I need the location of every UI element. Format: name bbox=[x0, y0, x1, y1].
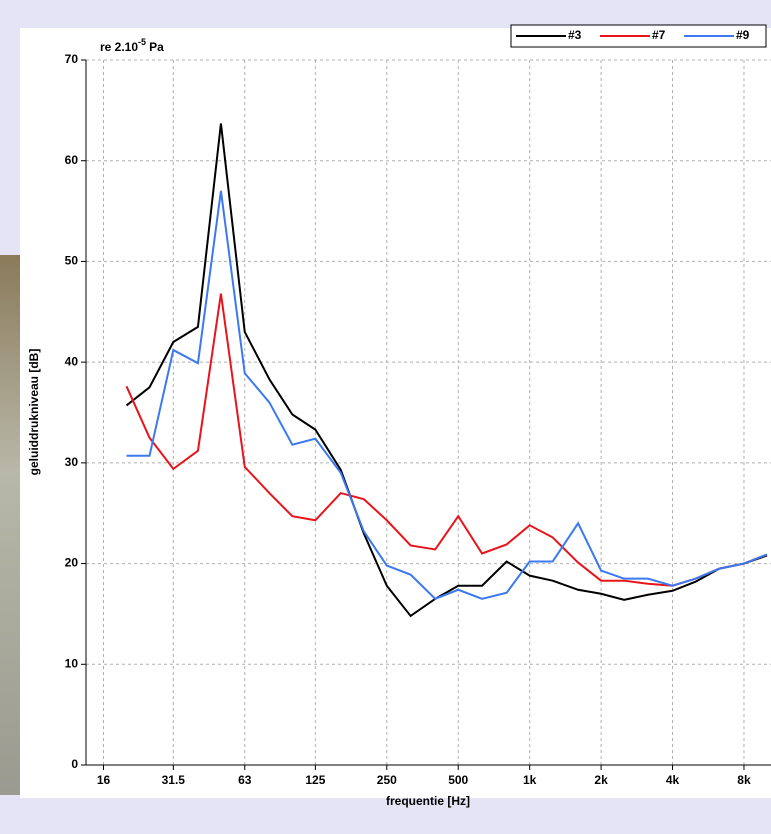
legend-label: #3 bbox=[568, 28, 582, 42]
x-tick-label: 1k bbox=[523, 773, 537, 787]
x-tick-label: 2k bbox=[594, 773, 608, 787]
series-line bbox=[125, 293, 768, 587]
x-tick-label: 500 bbox=[448, 773, 468, 787]
x-axis-label: frequentie [Hz] bbox=[386, 794, 470, 808]
reference-label: re 2.10-5 Pa bbox=[100, 37, 164, 54]
y-tick-label: 60 bbox=[65, 153, 79, 167]
y-tick-label: 20 bbox=[65, 556, 79, 570]
x-tick-label: 63 bbox=[238, 773, 252, 787]
background-photo bbox=[0, 255, 22, 795]
series-line bbox=[126, 190, 768, 600]
x-tick-label: 8k bbox=[737, 773, 751, 787]
x-tick-label: 16 bbox=[97, 773, 111, 787]
legend-label: #7 bbox=[652, 28, 666, 42]
x-tick-label: 125 bbox=[305, 773, 325, 787]
y-tick-label: 30 bbox=[65, 455, 79, 469]
y-tick-label: 0 bbox=[71, 757, 78, 771]
chart-panel bbox=[20, 28, 771, 798]
series-line bbox=[125, 123, 768, 618]
legend-label: #9 bbox=[736, 28, 750, 42]
y-axis-label: geluiddrukniveau [dB] bbox=[27, 349, 41, 476]
x-tick-label: 250 bbox=[377, 773, 397, 787]
y-tick-label: 70 bbox=[65, 52, 79, 66]
x-tick-label: 4k bbox=[666, 773, 680, 787]
y-tick-label: 50 bbox=[65, 254, 79, 268]
x-tick-label: 31.5 bbox=[162, 773, 186, 787]
y-tick-label: 10 bbox=[65, 656, 79, 670]
y-tick-label: 40 bbox=[65, 354, 79, 368]
